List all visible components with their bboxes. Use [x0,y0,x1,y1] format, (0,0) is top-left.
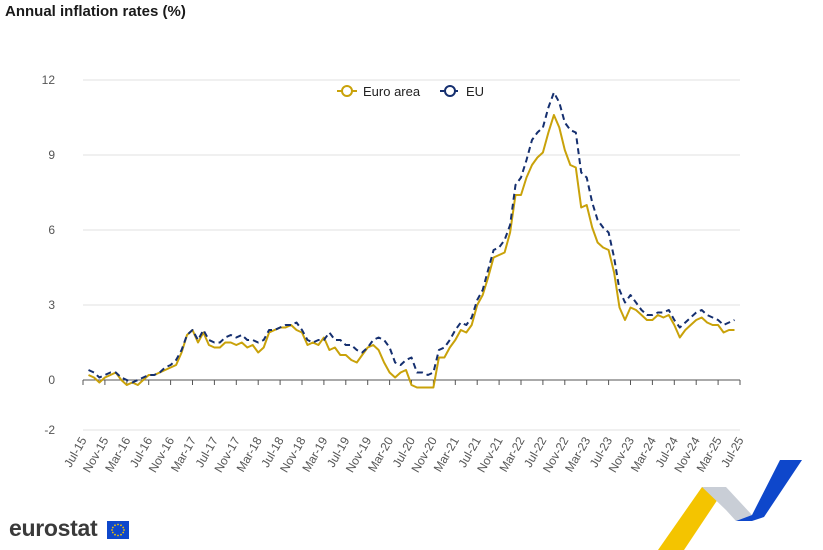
gridlines [83,79,740,431]
legend: Euro area EU [337,84,484,99]
eu-flag-icon [107,521,129,539]
series-line-euro-area [88,114,735,389]
series-lines [88,91,735,389]
deco-blue-band [736,460,802,521]
y-axis-tick-labels: -2 0 3 6 9 12 [42,73,56,437]
series-line-eu [88,91,735,384]
chart-title: Annual inflation rates (%) [5,3,186,20]
legend-marker [341,85,353,97]
y-tick-label: 12 [42,73,56,87]
deco-grey-band [702,487,752,521]
y-tick-label: 3 [48,298,55,312]
eurostat-logo-text: eurostat [9,515,98,541]
y-tick-label: 9 [48,148,55,162]
y-tick-label: 0 [48,373,55,387]
deco-yellow-band [658,487,726,550]
legend-label: EU [466,84,484,99]
decorative-ribbon-graphic [658,460,802,550]
legend-label: Euro area [363,84,421,99]
y-tick-label: 6 [48,223,55,237]
legend-marker [444,85,456,97]
y-tick-label: -2 [44,423,55,437]
